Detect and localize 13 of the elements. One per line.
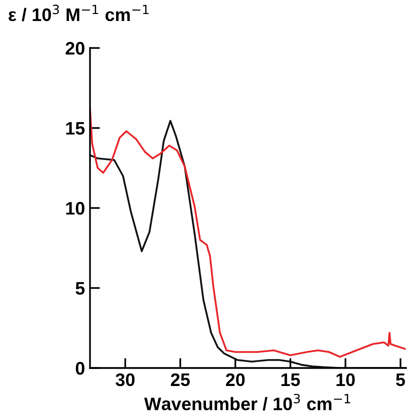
- x-tick-label: 10: [336, 373, 355, 386]
- y-tick-label: 10: [66, 202, 84, 215]
- y-axis-title: ε / 10$^{3}$ M$^{−1}$ cm$^{−1}$: [8, 4, 149, 22]
- x-axis-title: Wavenumber / 10$^{3}$ cm$^{−1}$: [144, 394, 350, 410]
- x-tick-label: 30: [116, 373, 135, 386]
- y-tick-label: 20: [66, 42, 84, 55]
- x-tick-label: 25: [170, 373, 190, 386]
- x-tick-label: 15: [281, 374, 300, 386]
- y-tick-label: 0: [76, 362, 84, 375]
- x-tick-label: 5: [396, 374, 406, 386]
- y-tick-label: 5: [76, 282, 85, 295]
- x-tick-label: 20: [226, 373, 245, 386]
- y-tick-label: 15: [66, 122, 85, 135]
